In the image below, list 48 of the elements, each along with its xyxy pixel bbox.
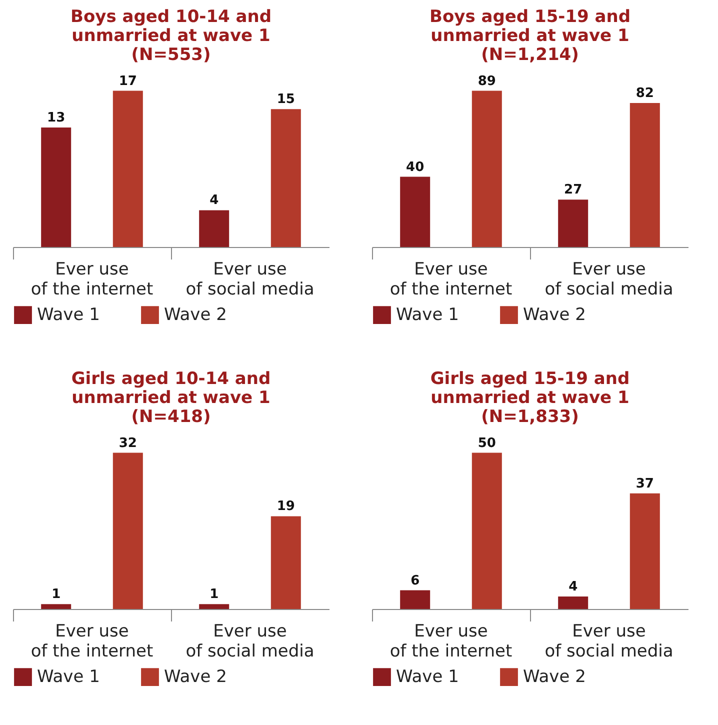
bar [558, 596, 588, 609]
data-label: 17 [118, 74, 137, 89]
data-label: 4 [568, 580, 578, 594]
data-label: 50 [478, 436, 496, 451]
x-tick-label: Ever use of social media [186, 260, 314, 300]
chart-title: Boys aged 15-19 and unmarried at wave 1 (N=1,214) [429, 7, 631, 65]
data-label: 13 [47, 110, 66, 126]
bar [630, 493, 660, 609]
x-tick-label: Ever use of social media [186, 622, 314, 662]
x-tick-label: Ever use of the internet [30, 622, 154, 662]
bar [400, 590, 430, 609]
legend-label: Wave 1 [396, 305, 459, 326]
bar [41, 128, 72, 247]
data-label: 40 [406, 160, 424, 175]
legend-label: Wave 2 [164, 305, 227, 326]
legend-label: Wave 1 [37, 305, 100, 326]
bar [400, 176, 430, 247]
data-label: 6 [410, 573, 420, 588]
x-tick-label: Ever use of social media [544, 260, 674, 300]
bar [630, 103, 660, 247]
x-tick-label: Ever use of the internet [390, 260, 512, 300]
chart-title: Girls aged 10-14 and unmarried at wave 1 (N=418) [71, 369, 271, 427]
x-tick-label: Ever use of the internet [30, 260, 154, 300]
legend-label: Wave 2 [523, 667, 586, 688]
bar [270, 109, 301, 247]
data-label: 4 [210, 193, 219, 208]
data-label: 37 [636, 476, 654, 492]
data-label: 1 [52, 587, 61, 602]
legend-label: Wave 1 [37, 667, 100, 688]
bar [112, 90, 143, 247]
bar [558, 200, 588, 247]
data-label: 32 [118, 436, 137, 451]
legend-label: Wave 2 [523, 305, 586, 326]
legend-label: Wave 1 [396, 667, 459, 688]
bar [199, 210, 230, 247]
data-label: 82 [636, 86, 654, 102]
x-tick-label: Ever use of social media [544, 622, 674, 662]
data-label: 27 [564, 182, 582, 198]
data-label: 89 [478, 74, 496, 89]
bar [472, 452, 502, 609]
legend-label: Wave 2 [164, 667, 227, 688]
x-tick-label: Ever use of the internet [390, 622, 512, 662]
chart-title: Girls aged 15-19 and unmarried at wave 1 (N=1,833) [430, 369, 630, 427]
bar [472, 90, 502, 247]
data-label: 19 [276, 499, 295, 514]
chart-title: Boys aged 10-14 and unmarried at wave 1 (N=553) [70, 7, 272, 65]
data-label: 1 [210, 587, 219, 602]
data-label: 15 [276, 92, 295, 108]
